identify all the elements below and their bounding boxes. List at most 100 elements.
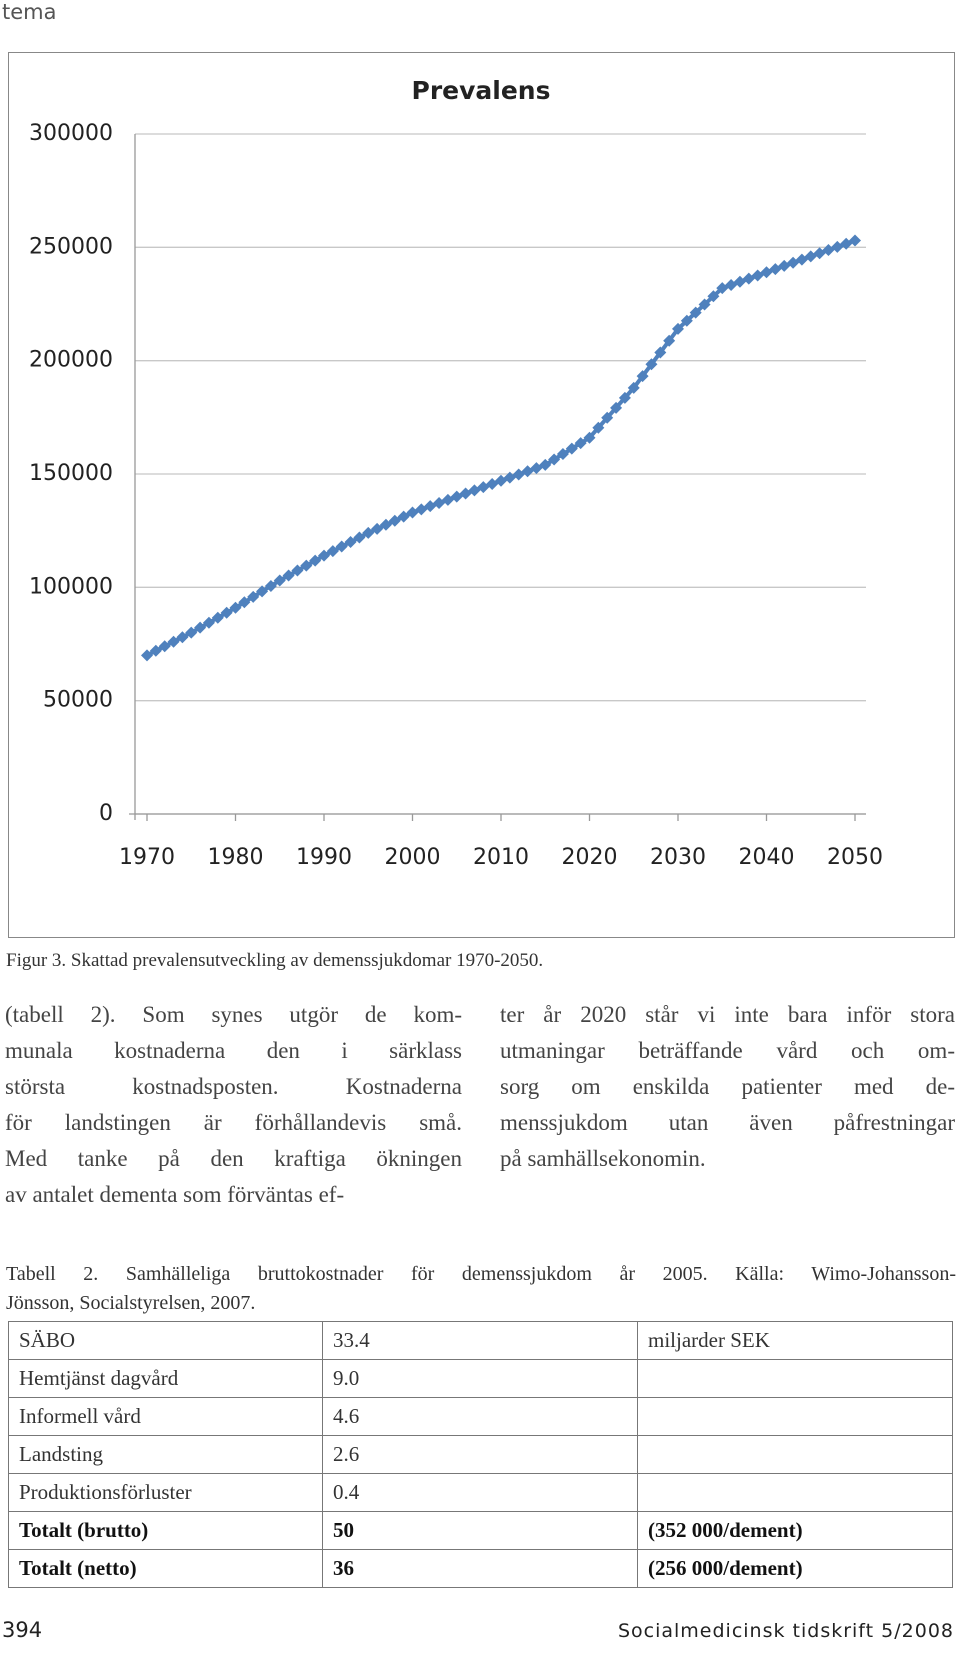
data-marker [371, 522, 384, 535]
data-marker [512, 468, 525, 481]
data-marker [256, 585, 269, 598]
data-marker [362, 526, 375, 539]
table-caption: Tabell 2. Samhälleliga bruttokostnader f… [6, 1260, 956, 1318]
table-cell [637, 1473, 953, 1512]
data-marker [751, 269, 764, 282]
page-number: 394 [2, 1618, 43, 1642]
data-marker [406, 506, 419, 519]
data-marker [397, 510, 410, 523]
table-cell: 50 [322, 1511, 638, 1550]
data-marker [264, 579, 277, 592]
data-marker [433, 497, 446, 510]
data-marker [521, 465, 534, 478]
table-cell: Totalt (netto) [8, 1549, 323, 1588]
data-marker [565, 442, 578, 455]
data-marker [158, 640, 171, 653]
table-cell: Informell vård [8, 1397, 323, 1436]
text-column: (tabell 2). Som synes utgör de kom-munal… [5, 997, 462, 1213]
x-tick-label: 2000 [385, 845, 441, 870]
data-marker [141, 649, 153, 662]
table-row: Totalt (netto) 36 (256 000/dement) [8, 1549, 953, 1588]
text-line: av antalet dementa som förväntas ef- [5, 1182, 345, 1207]
y-tick-label: 50000 [43, 688, 113, 713]
table-cell: 9.0 [322, 1359, 638, 1398]
data-marker [353, 531, 366, 544]
x-tick-label: 2030 [650, 845, 706, 870]
data-marker [300, 559, 313, 572]
text-line: på samhällsekonomin. [500, 1146, 706, 1171]
chart-title: Prevalens [412, 76, 551, 105]
data-marker [495, 474, 507, 487]
data-marker [795, 253, 808, 266]
table-row: Informell vård 4.6 [8, 1397, 953, 1436]
y-tick-label: 250000 [29, 234, 113, 259]
data-marker [335, 540, 348, 553]
y-tick-label: 100000 [29, 574, 113, 599]
data-marker [229, 601, 242, 614]
table-cell: SÄBO [8, 1321, 323, 1360]
text-line: Med tanke på den kraftiga ökningen [5, 1146, 462, 1171]
data-marker [822, 244, 835, 257]
text-line: största kostnadsposten. Kostnaderna [5, 1074, 462, 1099]
y-tick-label: 200000 [29, 348, 113, 373]
chart-frame [8, 52, 955, 938]
data-marker [787, 256, 800, 269]
table-cell [637, 1359, 953, 1398]
x-tick-label: 2040 [739, 845, 795, 870]
data-marker [610, 401, 623, 414]
data-marker [326, 545, 339, 558]
data-marker [220, 606, 233, 619]
data-marker [149, 644, 162, 657]
data-marker [760, 266, 773, 279]
data-marker [689, 306, 702, 319]
journal-name: Socialmedicinsk tidskrift 5/2008 [617, 1620, 954, 1642]
data-marker [424, 500, 437, 513]
y-tick-label: 300000 [29, 121, 113, 146]
table-cell: Landsting [8, 1435, 323, 1474]
text-line: utmaningar beträffande vård och om- [500, 1038, 955, 1063]
data-marker [840, 237, 853, 250]
data-marker [459, 487, 472, 500]
table-cell: Produktionsförluster [8, 1473, 323, 1512]
data-marker [548, 453, 561, 466]
text-line: munala kostnaderna den i särklass [5, 1038, 462, 1063]
data-marker [318, 549, 330, 562]
data-marker [769, 263, 782, 276]
data-marker [202, 616, 215, 629]
data-marker [486, 477, 499, 490]
table-cell [637, 1435, 953, 1474]
table-row: Totalt (brutto) 50 (352 000/dement) [8, 1511, 953, 1550]
text-line: (tabell 2). Som synes utgör de kom- [5, 1002, 462, 1027]
data-marker [663, 334, 676, 347]
data-marker [592, 421, 605, 434]
data-marker [849, 234, 861, 247]
data-marker [450, 490, 463, 503]
table-cell: 0.4 [322, 1473, 638, 1512]
data-marker [167, 635, 180, 648]
caption-line: Jönsson, Socialstyrelsen, 2007. [6, 1292, 256, 1314]
text-line: sorg om enskilda patienter med de- [500, 1074, 955, 1099]
data-marker [716, 282, 729, 295]
table-row: Produktionsförluster 0.4 [8, 1473, 953, 1512]
data-marker [742, 272, 755, 285]
data-marker [627, 381, 640, 394]
table-cell: Hemtjänst dagvård [8, 1359, 323, 1398]
data-marker [831, 240, 844, 253]
table-cell: 2.6 [322, 1435, 638, 1474]
text-line: menssjukdom utan även påfrestningar [500, 1110, 955, 1135]
data-marker [654, 346, 667, 359]
table-row: Landsting 2.6 [8, 1435, 953, 1474]
data-marker [574, 437, 587, 450]
data-marker [344, 536, 357, 548]
table-cell: miljarder SEK [637, 1321, 953, 1360]
table-cell: (352 000/dement) [637, 1511, 953, 1550]
table-row: SÄBO 33.4 miljarder SEK [8, 1321, 953, 1360]
data-marker [733, 275, 746, 288]
data-marker [813, 247, 826, 260]
data-marker [707, 290, 720, 303]
y-tick-label: 0 [99, 801, 113, 826]
data-marker [211, 611, 224, 624]
data-marker [636, 370, 649, 383]
caption-line: Tabell 2. Samhälleliga bruttokostnader f… [6, 1263, 956, 1285]
data-marker [556, 448, 569, 461]
